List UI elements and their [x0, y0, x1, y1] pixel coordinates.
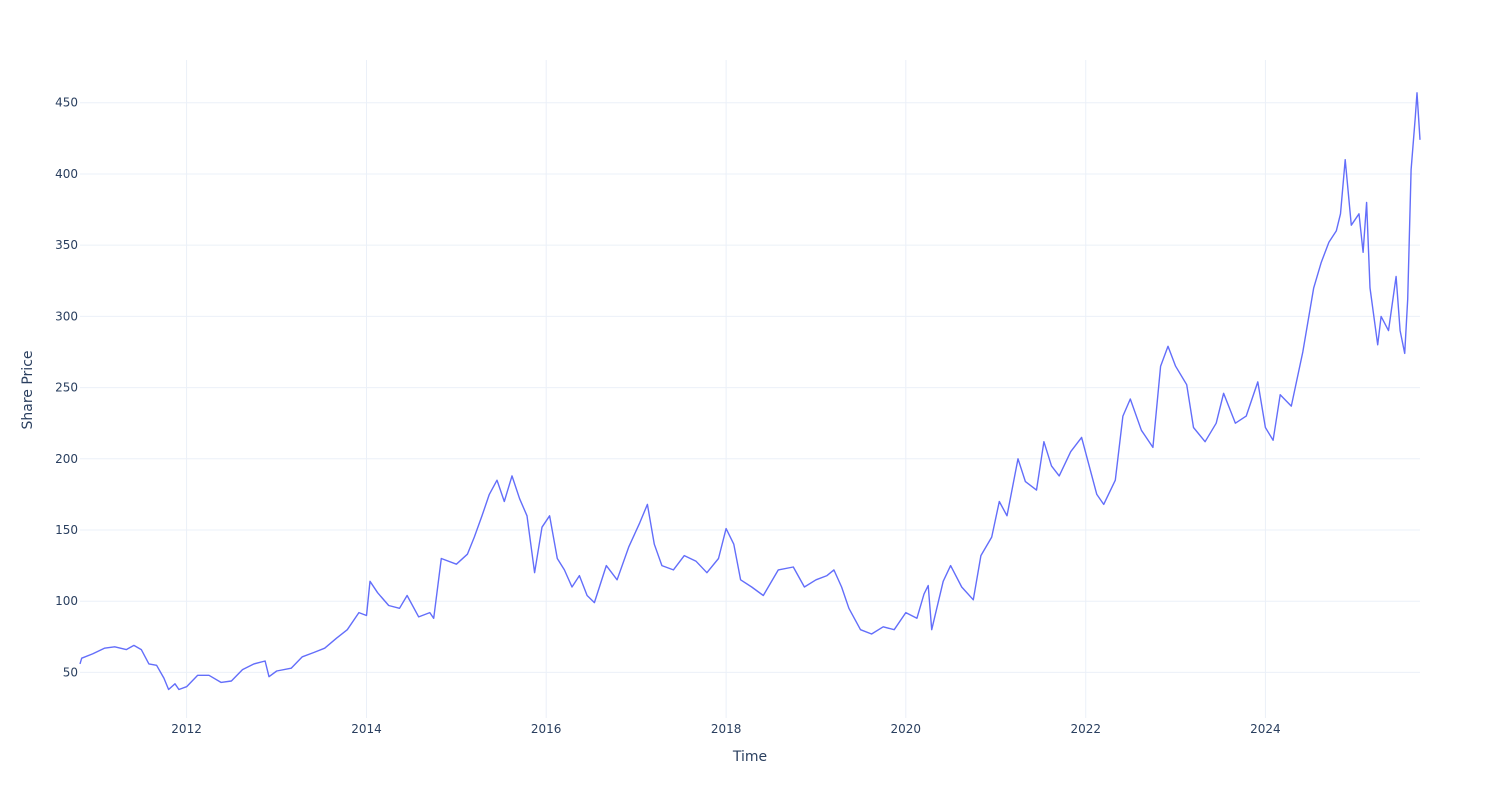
y-tick-label: 100 — [55, 594, 78, 608]
y-gridlines — [80, 102, 1420, 673]
y-tick-label: 350 — [55, 238, 78, 252]
x-axis-title: Time — [732, 749, 767, 765]
y-tick-label: 250 — [55, 381, 78, 395]
series-layer — [79, 92, 1421, 691]
y-tick-label: 50 — [63, 665, 78, 679]
x-tick-label: 2016 — [531, 722, 562, 736]
x-tick-label: 2022 — [1070, 722, 1101, 736]
y-tick-label: 150 — [55, 523, 78, 537]
x-tick-label: 2020 — [891, 722, 922, 736]
x-tick-label: 2018 — [711, 722, 742, 736]
x-tick-labels: 2012 2014 2016 2018 2020 2022 2024 — [171, 722, 1280, 736]
series-line-0 — [79, 92, 1421, 691]
y-tick-labels: 50 100 150 200 250 300 350 400 450 — [55, 96, 78, 680]
y-tick-label: 450 — [55, 96, 78, 110]
y-tick-label: 300 — [55, 309, 78, 323]
x-tick-label: 2012 — [171, 722, 202, 736]
y-axis-title: Share Price — [20, 350, 36, 429]
x-gridlines — [186, 60, 1266, 718]
y-tick-label: 400 — [55, 167, 78, 181]
x-tick-label: 2014 — [351, 722, 382, 736]
y-tick-label: 200 — [55, 452, 78, 466]
x-tick-label: 2024 — [1250, 722, 1281, 736]
